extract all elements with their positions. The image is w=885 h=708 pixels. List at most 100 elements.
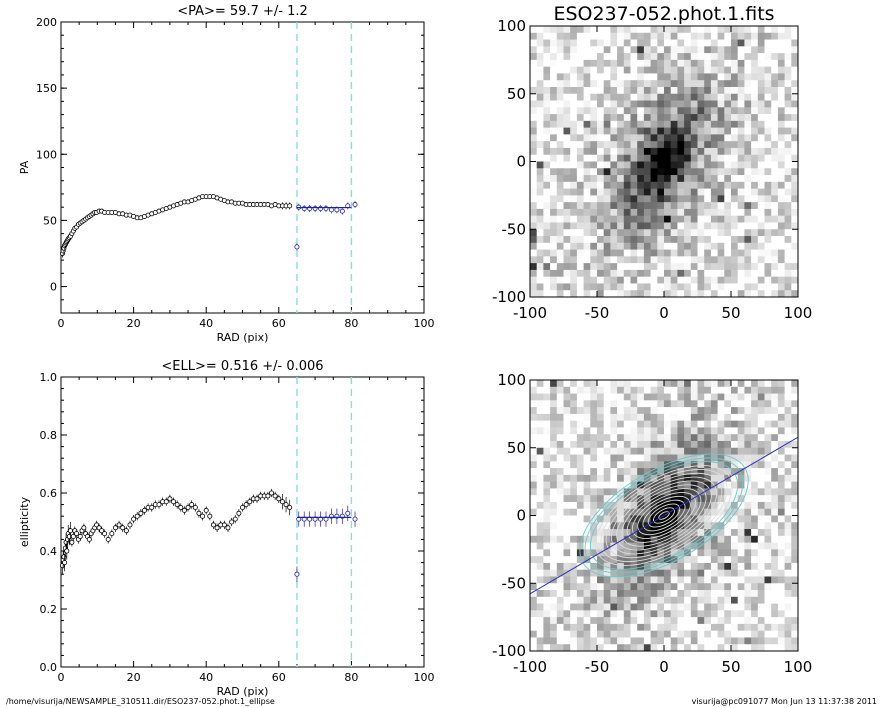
image-raw-pixel (563, 168, 571, 176)
ell-xtick-label: 60 (272, 671, 286, 684)
image-isophotes-pixel (771, 562, 779, 571)
image-raw-pixel (704, 208, 712, 217)
image-isophotes-pixel (757, 576, 765, 584)
image-isophotes-pixel (630, 488, 638, 496)
image-raw-pixel (536, 222, 544, 230)
image-isophotes-pixel (550, 386, 558, 394)
image-isophotes-pixel (751, 461, 759, 469)
image-isophotes-pixel (617, 596, 625, 604)
image-raw-pixel (637, 283, 645, 291)
image-isophotes-pixel (583, 413, 591, 422)
image-raw-pixel (710, 290, 718, 298)
image-raw-pixel (617, 290, 625, 298)
image-isophotes-pixel (597, 583, 605, 591)
image-raw-pixel (717, 222, 725, 230)
image-isophotes-pixel (744, 596, 752, 604)
image-raw-pixel (597, 229, 605, 237)
image-raw-pixel (670, 242, 678, 250)
image-raw-pixel (657, 161, 665, 169)
image-isophotes-pixel (610, 576, 618, 584)
image-isophotes-pixel (563, 542, 571, 550)
image-isophotes-pixel (556, 447, 564, 455)
image-isophotes-pixel (704, 596, 712, 604)
image-isophotes-pixel (543, 562, 551, 571)
image-isophotes-pixel (737, 542, 745, 550)
image-raw-pixel (583, 290, 591, 298)
image-isophotes-pixel (751, 623, 759, 632)
image-raw-pixel (643, 114, 651, 122)
image-isophotes-pixel (684, 630, 692, 638)
pa-ytick-label: 150 (36, 82, 57, 95)
image-raw-pixel (610, 100, 618, 108)
image-raw-pixel (684, 229, 692, 237)
image-isophotes-pixel (556, 413, 564, 422)
ell-data-point (236, 510, 242, 516)
image-isophotes-pixel (677, 454, 685, 462)
image-isophotes-pixel (697, 393, 705, 401)
image-raw-pixel (583, 269, 591, 278)
image-isophotes-pixel (757, 610, 765, 618)
image-isophotes-pixel (623, 569, 631, 577)
image-raw-pixel (657, 249, 665, 257)
image-raw-pixel (576, 100, 584, 108)
image-isophotes-pixel (530, 590, 538, 598)
image-isophotes-pixel (697, 630, 705, 638)
image-raw-pixel (563, 114, 571, 122)
image-isophotes-pixel (724, 583, 732, 591)
image-isophotes-pixel (764, 427, 772, 435)
image-isophotes-pixel (684, 569, 692, 577)
ell-data-point (74, 531, 80, 537)
image-isophotes-pixel (684, 603, 692, 611)
image-raw-pixel (757, 276, 765, 284)
image-raw-pixel (576, 46, 584, 54)
image-isophotes-pixel (650, 454, 658, 462)
image-raw-pixel (617, 73, 625, 81)
image-raw-pixel (603, 195, 611, 203)
image-raw-pixel (717, 236, 725, 244)
image-raw-pixel (536, 276, 544, 284)
image-isophotes-pixel (630, 590, 638, 598)
image-raw-pixel (650, 263, 658, 271)
image-isophotes-pixel (576, 386, 584, 394)
image-raw-pixel (583, 229, 591, 237)
image-isophotes-pixel (717, 380, 725, 388)
image-raw-pixel (737, 263, 745, 271)
image-raw-pixel (576, 236, 584, 244)
image-raw-pixel (757, 175, 765, 183)
image-raw-pixel (657, 114, 665, 122)
image-isophotes-pixel (623, 380, 631, 388)
image-raw-pixel (764, 66, 772, 74)
image-raw-pixel (677, 39, 685, 47)
image-isophotes-pixel (570, 501, 578, 510)
image-isophotes-pixel (697, 644, 705, 652)
image-isophotes-pixel (590, 542, 598, 550)
image-isophotes-pixel (764, 610, 772, 618)
image-isophotes-pixel (717, 637, 725, 645)
image-isophotes-pixel (550, 569, 558, 577)
image-isophotes-pixel (610, 407, 618, 415)
image-raw-pixel (791, 39, 799, 47)
image-raw-pixel (563, 66, 571, 74)
image-isophotes-pixel (543, 420, 551, 428)
image-raw-pixel (737, 107, 745, 115)
image-raw-pixel (664, 263, 672, 271)
image-isophotes-pixel (623, 495, 631, 503)
image-raw-pixel (697, 242, 705, 250)
image-raw-pixel (751, 59, 759, 68)
image-isophotes-pixel (670, 549, 678, 557)
image-raw-pixel (664, 73, 672, 81)
image-raw-pixel (543, 181, 551, 189)
image-isophotes-pixel (731, 623, 739, 632)
image-isophotes-pixel (623, 427, 631, 435)
image-raw-pixel (731, 134, 739, 142)
image-isophotes-pixel (543, 637, 551, 645)
image-isophotes-pixel (697, 420, 705, 428)
image-isophotes-pixel (643, 644, 651, 652)
image-raw-pixel (617, 66, 625, 74)
image-raw-pixel (791, 114, 799, 122)
image-raw-ytick-label: 100 (497, 17, 526, 35)
image-isophotes-pixel (583, 542, 591, 550)
image-raw-pixel (576, 161, 584, 169)
image-isophotes-pixel (550, 590, 558, 598)
image-isophotes-pixel (637, 549, 645, 557)
